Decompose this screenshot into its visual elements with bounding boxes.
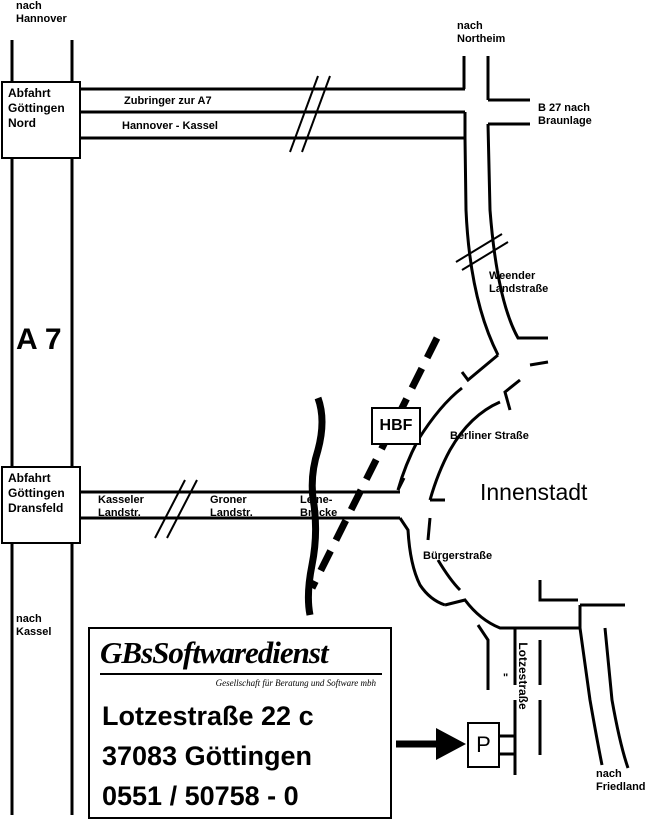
friedland-east bbox=[603, 627, 630, 769]
street-lotze: Lotzestraße bbox=[515, 628, 531, 724]
direction-northeim: nach Northeim bbox=[457, 20, 506, 45]
side-street-2 bbox=[503, 378, 521, 411]
district-innenstadt: Innenstadt bbox=[480, 479, 588, 505]
street-weender: Weender Landstraße bbox=[489, 270, 549, 295]
direction-braunlage: B 27 nach Braunlage bbox=[538, 102, 592, 127]
direction-kassel: nach Kassel bbox=[16, 613, 52, 638]
lotze-west-edge bbox=[476, 624, 490, 690]
river-leine bbox=[304, 396, 326, 616]
ring-stub-2 bbox=[426, 517, 432, 541]
station-link-1 bbox=[460, 353, 499, 383]
railway-line bbox=[308, 336, 441, 590]
zubringer-break-2 bbox=[301, 75, 331, 153]
buerger-south bbox=[444, 598, 582, 630]
groner-break-2 bbox=[166, 479, 198, 539]
address-city: 37083 Göttingen bbox=[102, 741, 313, 771]
weender-break-1 bbox=[455, 233, 503, 263]
berliner-inner bbox=[428, 400, 501, 501]
street-lotze-label: Lotzestraße bbox=[516, 642, 530, 710]
groner-east-cap bbox=[396, 477, 406, 491]
direction-friedland: nach Friedland bbox=[596, 768, 646, 793]
highway-label: A 7 bbox=[16, 323, 62, 356]
friedland-west bbox=[578, 627, 604, 766]
arrow-head-icon bbox=[436, 728, 466, 760]
groner-break-1 bbox=[154, 479, 186, 539]
ring-stub-3 bbox=[436, 559, 462, 592]
buerger-east bbox=[538, 580, 578, 602]
street-leine-bruecke: Leine- Brücke bbox=[300, 494, 338, 519]
company-logo: GBsSoftwaredienst bbox=[100, 635, 329, 670]
ditto-mark: " bbox=[503, 672, 509, 684]
station-hbf: HBF bbox=[371, 407, 421, 445]
weender-break-2 bbox=[461, 241, 509, 271]
street-kasseler: Kasseler Landstr. bbox=[98, 494, 144, 519]
ring-west-edge bbox=[398, 517, 446, 607]
street-groner: Groner Landstr. bbox=[210, 494, 253, 519]
street-hannover-kassel: Hannover - Kassel bbox=[122, 120, 218, 132]
weender-east-edge bbox=[486, 123, 548, 340]
street-buerger: Bürgerstraße bbox=[423, 550, 493, 562]
address-phone: 0551 / 50758 - 0 bbox=[102, 781, 299, 811]
logo-underline bbox=[100, 673, 382, 675]
side-street-1 bbox=[529, 360, 549, 367]
parking-icon: P bbox=[467, 722, 500, 768]
company-address-box: GBsSoftwaredienst Gesellschaft für Berat… bbox=[88, 627, 392, 819]
street-zubringer: Zubringer zur A7 bbox=[124, 95, 212, 107]
weender-west-edge bbox=[463, 137, 500, 356]
address-street: Lotzestraße 22 c bbox=[102, 701, 314, 731]
zubringer-break-1 bbox=[289, 75, 319, 153]
street-berliner: Berliner Straße bbox=[450, 430, 529, 442]
exit-goettingen-dransfeld: Abfahrt Göttingen Dransfeld bbox=[1, 466, 81, 544]
company-tagline: Gesellschaft für Beratung und Software m… bbox=[215, 678, 376, 688]
exit-goettingen-nord: Abfahrt Göttingen Nord bbox=[1, 81, 81, 159]
direction-hannover: nach Hannover bbox=[16, 0, 67, 25]
